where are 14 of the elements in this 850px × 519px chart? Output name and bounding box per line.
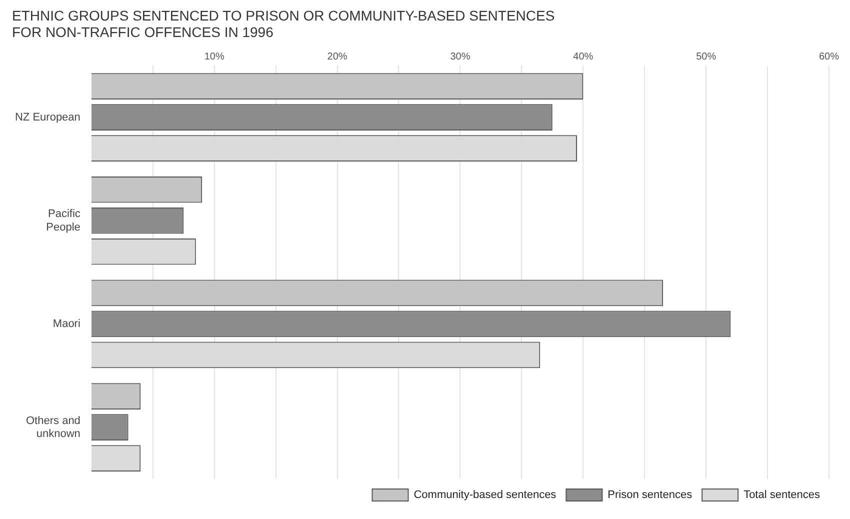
legend-label: Prison sentences — [608, 489, 693, 502]
legend-label: Community-based sentences — [414, 489, 557, 502]
y-tick-label: NZ European — [14, 111, 80, 124]
x-tick-label: 30% — [450, 51, 470, 62]
x-tick-label: 10% — [204, 51, 224, 62]
chart-title: ETHNIC GROUPS SENTENCED TO PRISON OR COMMUNITY-BASED SENTENCES FOR NON-TRAFFIC OFFENCES IN 1996 — [12, 7, 555, 40]
y-tick-label: Maori — [52, 318, 80, 330]
x-tick-label: 40% — [573, 51, 594, 62]
y-tick-label: Pacific People — [46, 208, 81, 234]
y-tick-label: Others and unknown — [26, 414, 80, 440]
x-tick-label: 20% — [327, 51, 348, 62]
x-tick-label: 50% — [696, 51, 716, 62]
legend-label: Total sentences — [744, 489, 820, 502]
x-tick-label: 60% — [818, 51, 840, 62]
